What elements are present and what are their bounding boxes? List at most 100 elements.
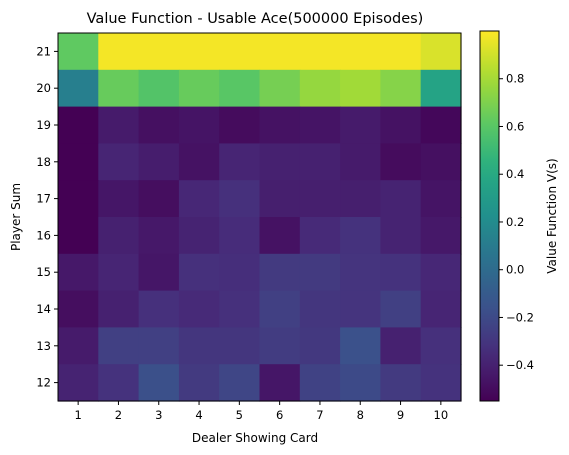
colorbar-tick-label: −0.4	[506, 358, 534, 372]
colorbar-frame	[479, 30, 500, 402]
heatmap-cell-17-6	[259, 180, 301, 218]
heatmap-cell-17-3	[138, 180, 180, 218]
heatmap-cell-15-9	[380, 253, 422, 292]
x-tick-label: 4	[195, 408, 202, 422]
heatmap-cell-18-8	[340, 143, 381, 181]
x-axis-ticks: 1 2 3 4 5 6 7 8 9 10	[74, 401, 448, 422]
heatmap-cell-12-6	[259, 364, 301, 402]
heatmap-cell-20-2	[98, 69, 140, 108]
heatmap-cell-16-3	[138, 217, 180, 255]
x-tick-label: 6	[276, 408, 283, 422]
plot-frame	[57, 32, 462, 402]
heatmap-cell-16-6	[259, 217, 301, 255]
heatmap-cell-19-9	[380, 106, 422, 144]
heatmap-cell-21-10	[420, 33, 462, 71]
heatmap-cell-21-9	[380, 33, 422, 71]
heatmap-cell-14-5	[219, 290, 261, 328]
heatmap-cell-18-7	[299, 143, 341, 181]
heatmap-cell-16-1	[58, 217, 99, 255]
heatmap-cell-20-8	[340, 69, 381, 108]
heatmap-cell-18-9	[380, 143, 422, 181]
heatmap-cell-16-10	[420, 217, 462, 255]
x-tick-label: 9	[397, 408, 404, 422]
heatmap-cell-13-9	[380, 327, 422, 365]
heatmap-cell-20-6	[259, 69, 301, 108]
heatmap-cell-17-5	[219, 180, 261, 218]
heatmap-cell-18-10	[420, 143, 462, 181]
heatmap-cell-18-6	[259, 143, 301, 181]
heatmap-cell-20-7	[299, 69, 341, 108]
heatmap-cell-21-7	[299, 33, 341, 71]
heatmap-cell-21-1	[58, 33, 99, 71]
heatmap-cell-13-8	[340, 327, 381, 365]
heatmap-cell-14-1	[58, 290, 99, 328]
y-tick-label: 15	[36, 265, 51, 279]
heatmap-cell-12-4	[178, 364, 220, 402]
y-axis-ticks: 12 13 14 15 16 17 18 19 20 21	[36, 44, 58, 390]
heatmap-cell-17-10	[420, 180, 462, 218]
heatmap-cell-15-2	[98, 253, 140, 292]
heatmap-cell-12-9	[380, 364, 422, 402]
x-tick-label: 3	[155, 408, 162, 422]
colorbar-tick-label: 0.6	[506, 119, 524, 133]
heatmap-cell-15-1	[58, 253, 99, 292]
heatmap-cell-19-6	[259, 106, 301, 144]
heatmap-cell-13-5	[219, 327, 261, 365]
colorbar-tick-label: 0.2	[506, 215, 524, 229]
heatmap-cell-18-3	[138, 143, 180, 181]
heatmap-cell-21-5	[219, 33, 261, 71]
x-tick-label: 10	[434, 408, 449, 422]
heatmap-cell-15-5	[219, 253, 261, 292]
heatmap-cell-14-3	[138, 290, 180, 328]
heatmap-cell-21-3	[138, 33, 180, 71]
heatmap-cell-18-2	[98, 143, 140, 181]
heatmap-cell-14-8	[340, 290, 381, 328]
heatmap-cell-15-3	[138, 253, 180, 292]
heatmap-cell-16-5	[219, 217, 261, 255]
colorbar-ticks: −0.4 −0.2 0.0 0.2 0.4 0.6 0.8	[499, 72, 534, 372]
x-tick-label: 7	[316, 408, 323, 422]
heatmap-cell-16-4	[178, 217, 220, 255]
y-tick-label: 19	[36, 118, 51, 132]
y-tick-label: 12	[36, 376, 51, 390]
heatmap-cell-21-6	[259, 33, 301, 71]
heatmap-cell-20-10	[420, 69, 462, 108]
heatmap-cell-13-7	[299, 327, 341, 365]
x-tick-label: 2	[115, 408, 122, 422]
heatmap-cell-13-3	[138, 327, 180, 365]
y-tick-label: 18	[36, 155, 51, 169]
heatmap-cell-19-2	[98, 106, 140, 144]
heatmap-cell-18-1	[58, 143, 99, 181]
heatmap-cell-16-2	[98, 217, 140, 255]
heatmap-cell-17-4	[178, 180, 220, 218]
x-tick-label: 8	[357, 408, 364, 422]
x-axis-label: Dealer Showing Card	[192, 431, 318, 445]
y-axis-label: Player Sum	[9, 183, 23, 251]
heatmap-cell-15-7	[299, 253, 341, 292]
heatmap-cell-17-2	[98, 180, 140, 218]
y-tick-label: 16	[36, 228, 51, 242]
colorbar	[480, 31, 499, 401]
y-tick-label: 14	[36, 302, 51, 316]
heatmap-cell-14-10	[420, 290, 462, 328]
heatmap-cell-12-1	[58, 364, 99, 402]
heatmap-cell-19-5	[219, 106, 261, 144]
heatmap-cell-19-7	[299, 106, 341, 144]
colorbar-tick-label: −0.2	[506, 310, 534, 324]
colorbar-tick-label: 0.0	[506, 263, 524, 277]
heatmap-cell-13-4	[178, 327, 220, 365]
heatmap-cell-17-8	[340, 180, 381, 218]
heatmap-cell-12-7	[299, 364, 341, 402]
heatmap-cell-17-7	[299, 180, 341, 218]
heatmap-cell-19-4	[178, 106, 220, 144]
heatmap-cell-17-9	[380, 180, 422, 218]
heatmap-cell-14-4	[178, 290, 220, 328]
colorbar-tick-label: 0.4	[506, 167, 524, 181]
heatmap-cells	[58, 33, 462, 402]
heatmap-cell-12-3	[138, 364, 180, 402]
y-tick-label: 13	[36, 339, 51, 353]
heatmap-cell-19-3	[138, 106, 180, 144]
heatmap-cell-16-9	[380, 217, 422, 255]
heatmap-cell-19-8	[340, 106, 381, 144]
